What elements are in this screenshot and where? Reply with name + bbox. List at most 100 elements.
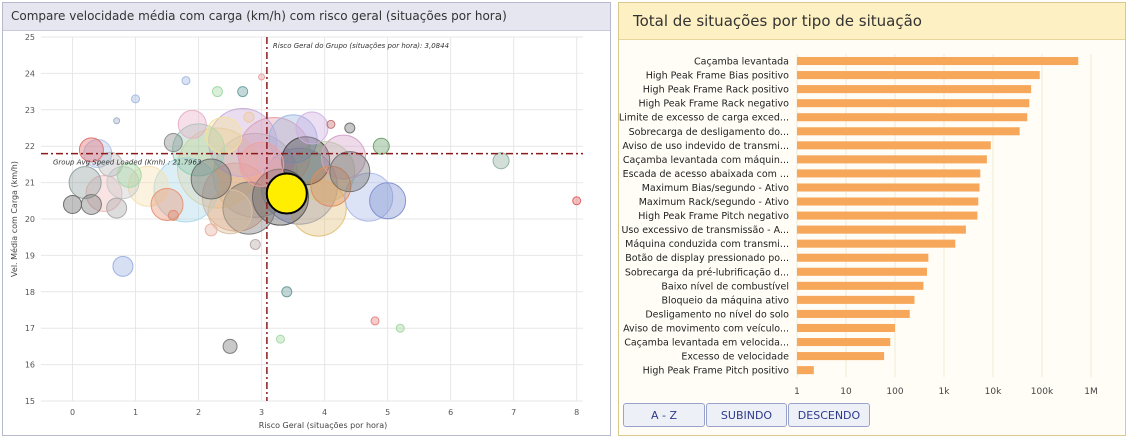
x-tick-label: 8 xyxy=(574,408,579,417)
category-label: Maximum Bias/segundo - Ativo xyxy=(642,183,789,194)
x-tick-label: 100k xyxy=(1031,387,1054,397)
bubble-point xyxy=(369,182,407,220)
bubble-point xyxy=(97,151,123,177)
bubble-point xyxy=(572,196,582,206)
category-label: Caçamba levantada com máquin... xyxy=(623,155,789,166)
x-axis-label: Risco Geral (situações por hora) xyxy=(259,421,388,430)
x-tick-label: 4 xyxy=(322,408,327,417)
bubble-point xyxy=(150,187,184,221)
bubble-point xyxy=(80,193,102,215)
category-label: Bloqueio da máquina ativo xyxy=(662,295,790,306)
situations-by-type-panel: Total de situações por tipo de situação … xyxy=(618,2,1126,436)
bubble-point xyxy=(113,117,121,125)
x-tick-label: 1 xyxy=(133,408,138,417)
situation-bar xyxy=(797,309,910,318)
situation-bar xyxy=(797,267,928,276)
sort-ascending-button[interactable]: SUBINDO xyxy=(706,403,787,427)
situation-bar xyxy=(797,281,924,290)
group-speed-ref-label: Group Avg Speed Loaded (Kmh) : 21.7963 xyxy=(53,159,201,167)
category-label: Aviso de movimento com veículo... xyxy=(623,323,789,334)
x-tick-label: 100 xyxy=(886,387,903,397)
situation-bar xyxy=(797,239,956,248)
category-label: Caçamba levantada em velocida... xyxy=(624,338,789,349)
category-label: High Peak Frame Rack positivo xyxy=(643,85,789,96)
y-axis-label: Vel. Média com Carga (km/h) xyxy=(9,161,19,277)
x-tick-label: 5 xyxy=(385,408,390,417)
category-label: Botão de display pressionado po... xyxy=(625,253,789,264)
bubble-point xyxy=(249,238,261,250)
situations-by-type-title: Total de situações por tipo de situação xyxy=(619,3,1125,40)
bubble-point xyxy=(281,286,293,298)
category-label: High Peak Frame Bias positivo xyxy=(646,71,789,82)
situation-bar xyxy=(797,113,1028,122)
y-tick-label: 21 xyxy=(25,179,35,188)
bubble-point xyxy=(372,137,390,155)
x-tick-label: 10k xyxy=(985,387,1002,397)
y-tick-label: 19 xyxy=(25,251,35,260)
bubble-point xyxy=(492,152,510,170)
situation-bar xyxy=(797,211,978,220)
bubble-point xyxy=(207,189,253,235)
y-tick-label: 24 xyxy=(25,69,35,78)
bubble-layer xyxy=(63,73,582,354)
x-tick-label: 1M xyxy=(1084,387,1098,397)
sort-az-button[interactable]: A - Z xyxy=(623,403,705,427)
speed-vs-risk-panel: Compare velocidade média com carga (km/h… xyxy=(2,2,611,436)
sort-descending-button[interactable]: DESCENDO xyxy=(788,403,870,427)
category-label: Desligamento no nível do solo xyxy=(645,309,789,320)
y-tick-label: 23 xyxy=(25,106,35,115)
y-tick-label: 17 xyxy=(25,324,35,333)
bubble-point xyxy=(131,94,141,104)
bubble-point xyxy=(321,134,367,180)
bubble-point xyxy=(275,334,285,344)
x-tick-label: 3 xyxy=(259,408,264,417)
bubble-point xyxy=(205,116,243,154)
bubble-point xyxy=(116,162,142,188)
situation-bar xyxy=(797,225,966,234)
bubble-point xyxy=(106,197,128,219)
bubble-point xyxy=(395,323,405,333)
situation-bar xyxy=(797,366,814,375)
bubble-point xyxy=(112,255,134,277)
bubble-point xyxy=(295,111,329,145)
bar-chart: 1 10 100 1k 10k 100k 1M Caçamba levantada High P… xyxy=(619,54,1098,397)
bubble-point xyxy=(344,172,394,222)
bubble-point xyxy=(181,76,191,86)
category-label: High Peak Frame Pitch positivo xyxy=(643,366,790,377)
x-tick-label: 6 xyxy=(448,408,453,417)
x-tick-label: 1 xyxy=(794,387,800,397)
bubble-point xyxy=(326,119,336,129)
bubble-point xyxy=(63,194,83,214)
x-tick-label: 10 xyxy=(840,387,852,397)
selected-bubble-point xyxy=(265,172,308,215)
y-tick-label: 18 xyxy=(25,288,35,297)
group-risk-ref-label: Risco Geral do Grupo (situações por hora… xyxy=(273,42,449,50)
situation-bar xyxy=(797,323,895,332)
y-tick-label: 25 xyxy=(25,33,35,42)
situation-bar xyxy=(797,71,1040,80)
x-tick-label: 1k xyxy=(939,387,951,397)
bubble-point xyxy=(258,73,266,81)
category-label: Baixo nível de combustível xyxy=(661,281,789,292)
category-label: High Peak Frame Pitch negativo xyxy=(638,211,789,222)
situation-bar xyxy=(797,141,991,150)
bubble-point xyxy=(204,223,218,237)
category-label: Sobrecarga da pré-lubrificação d... xyxy=(625,267,789,278)
category-label: Uso excessivo de transmissão - A... xyxy=(621,225,789,236)
bubble-point xyxy=(344,122,356,134)
bubble-point xyxy=(370,316,380,326)
situation-bar xyxy=(797,155,987,164)
x-tick-label: 2 xyxy=(196,408,201,417)
x-tick-label: 7 xyxy=(511,408,516,417)
bubble-point xyxy=(167,209,179,221)
bubble-point xyxy=(268,114,318,164)
situation-bar xyxy=(797,183,980,192)
bubble-point xyxy=(163,133,183,153)
category-label: Escada de acesso abaixada com ... xyxy=(623,169,789,180)
y-tick-label: 16 xyxy=(25,361,35,370)
y-tick-label: 22 xyxy=(25,142,35,151)
situation-bar xyxy=(797,127,1020,136)
bubble-point xyxy=(222,338,238,354)
situation-bar xyxy=(797,99,1030,108)
